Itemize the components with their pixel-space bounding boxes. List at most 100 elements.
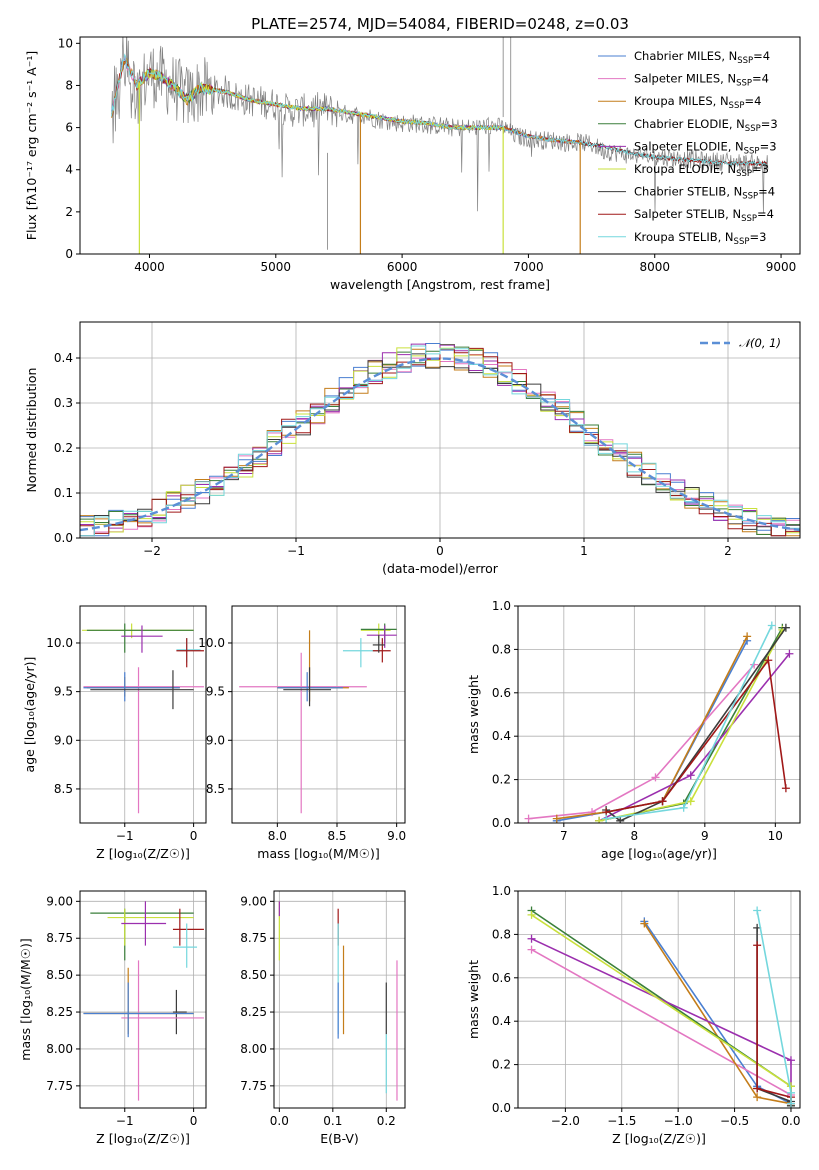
- mass-vs-Z-panel: −1 0 7.75 8.00 8.25 8.50 8.75 9.00 Z [log₁₀(Z/Z☉…: [18, 890, 207, 1146]
- x-axis-label: mass [log₁₀(M/M☉)]: [257, 846, 379, 861]
- model-line-kroupa-stelib: [111, 53, 767, 166]
- legend-label: Salpeter ELODIE, N: [634, 139, 744, 153]
- weight-marker: [786, 1056, 795, 1065]
- y-tick-label: 1.0: [492, 884, 511, 898]
- legend-suffix: =4: [752, 72, 769, 86]
- x-axis-label: Z [log₁₀(Z/Z☉)]: [96, 1131, 190, 1146]
- y-tick-label: 0.6: [492, 686, 511, 700]
- weight-line-salpeter-stelib: [756, 945, 792, 1104]
- x-axis-label: Z [log₁₀(Z/Z☉)]: [612, 1131, 706, 1146]
- weight-marker: [527, 945, 536, 954]
- x-tick-label: 7000: [513, 260, 544, 274]
- y-tick-label: 8.50: [240, 968, 267, 982]
- weight-line-salpeter-miles: [528, 664, 755, 820]
- axes-frame: [273, 890, 406, 1109]
- y-axis-label: mass [log₁₀(M/M☉)]: [18, 938, 33, 1060]
- legend-suffix: =4: [744, 94, 761, 108]
- y-tick-label: 8.5: [54, 782, 73, 796]
- y-tick-label: 0: [65, 247, 73, 261]
- legend-entry: Kroupa ELODIE, NSSP=3: [634, 162, 769, 179]
- y-tick-label: 8.5: [206, 782, 225, 796]
- y-tick-label: 9.0: [54, 733, 73, 747]
- plot-area: [80, 343, 800, 537]
- y-tick-label: 0.0: [492, 1101, 511, 1115]
- plot-area: [111, 37, 769, 254]
- weight-marker: [640, 919, 649, 928]
- legend-subscript: SSP: [736, 79, 752, 89]
- y-tick-label: 8.00: [46, 1042, 73, 1056]
- x-tick-label: 9.0: [387, 829, 406, 843]
- x-tick-label: 8.5: [327, 829, 346, 843]
- x-tick-label: 7: [560, 829, 568, 843]
- weight-marker: [552, 814, 561, 823]
- normal-curve: [80, 357, 800, 532]
- x-tick-label: 8: [631, 829, 639, 843]
- residuals-panel: −2 −1 0 1 2 0.0 0.1 0.2 0.3 0.4 (data-model)/error…: [24, 321, 801, 576]
- axes-frame: [231, 605, 406, 824]
- x-tick-label: 6000: [387, 260, 418, 274]
- legend-suffix: =4: [758, 185, 775, 199]
- y-tick-label: 0.8: [492, 642, 511, 656]
- legend-entry: Chabrier STELIB, NSSP=4: [634, 185, 775, 202]
- y-tick-label: 0.4: [492, 1014, 511, 1028]
- x-tick-label: 1: [580, 544, 588, 558]
- y-tick-label: 7.75: [46, 1079, 73, 1093]
- weight-marker: [786, 1088, 795, 1097]
- x-tick-label: −1: [116, 829, 134, 843]
- x-tick-label: 4000: [134, 260, 165, 274]
- legend-label: Kroupa STELIB, N: [634, 230, 734, 244]
- y-axis-label: age [log₁₀(age/yr)]: [22, 657, 37, 773]
- weight-line-salpeter-stelib: [605, 658, 787, 813]
- plot-area: [239, 623, 397, 814]
- age-vs-mass-panel: 8.0 8.5 9.0 8.5 9.0 9.5 10.0 mass [log₁₀(M/M☉)]: [198, 605, 406, 861]
- axes-frame: [79, 890, 207, 1109]
- x-tick-label: 0: [436, 544, 444, 558]
- axes-frame: [79, 605, 207, 824]
- weight-marker: [616, 816, 625, 823]
- legend-label: Chabrier ELODIE, N: [634, 117, 745, 131]
- weight-marker: [602, 814, 611, 823]
- x-tick-label: 0.2: [377, 1114, 396, 1128]
- weight-marker: [781, 623, 790, 632]
- legend-entry: Chabrier MILES, NSSP=4: [634, 49, 770, 66]
- y-tick-label: 0.6: [492, 971, 511, 985]
- y-tick-label: 9.0: [206, 733, 225, 747]
- x-tick-label: 0.1: [323, 1114, 342, 1128]
- y-axis-label: Flux [fλ10⁻¹⁷ erg cm⁻² s⁻¹ A⁻¹]: [24, 51, 39, 240]
- plot-area: [82, 623, 204, 814]
- weight-line-chabrier-miles: [643, 920, 792, 1105]
- plot-area: [278, 901, 398, 1101]
- x-tick-label: 0.0: [270, 1114, 289, 1128]
- x-tick-label: 10: [768, 829, 783, 843]
- axes-frame: [517, 605, 801, 824]
- y-axis-label: Normed distribution: [24, 368, 39, 493]
- legend-subscript: SSP: [736, 169, 752, 179]
- x-tick-label: −0.5: [720, 1114, 749, 1128]
- weight-marker: [686, 797, 695, 806]
- y-tick-label: 9.5: [54, 685, 73, 699]
- figure-title: PLATE=2574, MJD=54084, FIBERID=0248, z=0…: [251, 15, 629, 33]
- axes-frame: [517, 890, 801, 1109]
- weight-marker: [588, 808, 597, 817]
- weight-marker: [753, 906, 762, 915]
- weight-marker: [781, 784, 790, 793]
- x-tick-label: −1: [116, 1114, 134, 1128]
- x-axis-label: Z [log₁₀(Z/Z☉)]: [96, 846, 190, 861]
- legend-suffix: =4: [753, 49, 770, 63]
- x-axis-label: age [log₁₀(age/yr)]: [601, 846, 717, 861]
- legend-subscript: SSP: [741, 214, 757, 224]
- plot-area: [83, 901, 204, 1101]
- y-tick-label: 0.8: [492, 927, 511, 941]
- legend-subscript: SSP: [734, 237, 750, 247]
- y-tick-label: 1.0: [492, 599, 511, 613]
- weight-marker: [686, 771, 695, 780]
- legend-entry: Salpeter STELIB, NSSP=4: [634, 207, 774, 224]
- weight-marker: [764, 656, 773, 665]
- y-tick-label: 7.75: [240, 1079, 267, 1093]
- y-tick-label: 8.75: [46, 931, 73, 945]
- x-tick-label: −1.5: [607, 1114, 636, 1128]
- x-tick-label: 5000: [261, 260, 292, 274]
- legend-entry: Chabrier ELODIE, NSSP=3: [634, 117, 778, 134]
